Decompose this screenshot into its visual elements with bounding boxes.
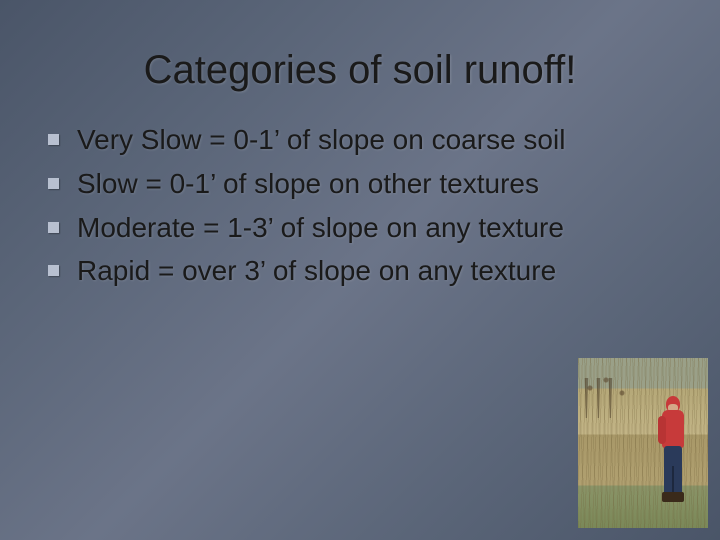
person-boots	[662, 492, 684, 502]
bullet-text: Slow = 0-1’ of slope on other textures	[77, 165, 539, 203]
slide-title: Categories of soil runoff!	[0, 0, 720, 121]
square-bullet-icon	[48, 265, 59, 276]
list-item: Moderate = 1-3’ of slope on any texture	[48, 209, 680, 247]
square-bullet-icon	[48, 134, 59, 145]
person-arm	[658, 416, 666, 444]
bullet-text: Very Slow = 0-1’ of slope on coarse soil	[77, 121, 565, 159]
bullet-text: Rapid = over 3’ of slope on any texture	[77, 252, 556, 290]
bullet-list: Very Slow = 0-1’ of slope on coarse soil…	[0, 121, 720, 290]
person-leg-divider	[672, 466, 674, 494]
list-item: Very Slow = 0-1’ of slope on coarse soil	[48, 121, 680, 159]
square-bullet-icon	[48, 178, 59, 189]
list-item: Rapid = over 3’ of slope on any texture	[48, 252, 680, 290]
square-bullet-icon	[48, 222, 59, 233]
field-photo	[578, 358, 708, 528]
trees-background	[578, 358, 638, 438]
person-figure	[656, 396, 690, 506]
list-item: Slow = 0-1’ of slope on other textures	[48, 165, 680, 203]
slide-container: Categories of soil runoff! Very Slow = 0…	[0, 0, 720, 540]
bullet-text: Moderate = 1-3’ of slope on any texture	[77, 209, 564, 247]
